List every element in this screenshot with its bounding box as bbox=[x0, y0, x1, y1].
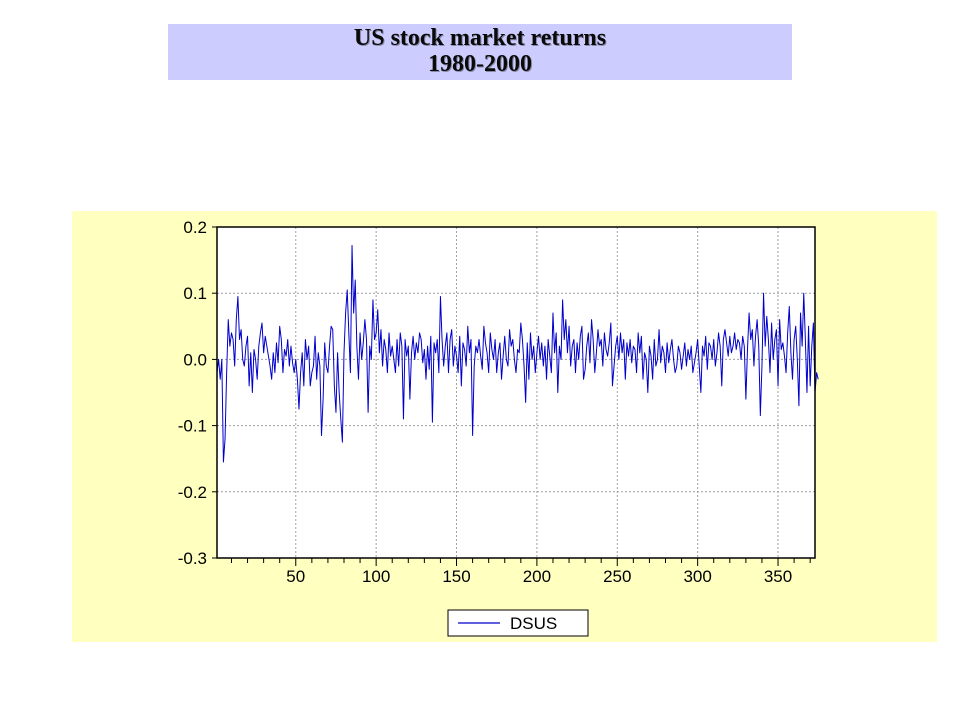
x-tick-label: 100 bbox=[362, 567, 390, 586]
y-tick-label: 0.0 bbox=[183, 350, 207, 369]
slide-title: US stock market returns bbox=[353, 25, 607, 51]
legend-label-dsus: DSUS bbox=[510, 614, 557, 633]
slide-subtitle-years: 1980-2000 bbox=[428, 51, 532, 77]
x-tick-label: 300 bbox=[683, 567, 711, 586]
x-tick-label: 50 bbox=[286, 567, 305, 586]
y-tick-label: -0.3 bbox=[178, 549, 207, 568]
y-tick-label: 0.2 bbox=[183, 218, 207, 237]
x-tick-label: 250 bbox=[603, 567, 631, 586]
plot-frame bbox=[216, 226, 816, 559]
x-tick-label: 150 bbox=[442, 567, 470, 586]
y-tick-label: 0.1 bbox=[183, 284, 207, 303]
plot-area bbox=[217, 227, 815, 558]
legend: DSUS bbox=[447, 609, 589, 637]
y-tick-label: -0.1 bbox=[178, 417, 207, 436]
series-line-dsus bbox=[216, 245, 819, 463]
grid-lines bbox=[217, 227, 815, 558]
x-tick-label: 200 bbox=[523, 567, 551, 586]
slide-title-box: US stock market returns 1980-2000 bbox=[168, 24, 792, 80]
series-layer bbox=[216, 245, 819, 463]
axis-layer: -0.3 -0.2 -0.1 0.0 0.1 0.2 50 100 150 200 250 300 35… bbox=[178, 218, 811, 586]
y-tick-label: -0.2 bbox=[178, 483, 207, 502]
x-tick-label: 350 bbox=[764, 567, 792, 586]
